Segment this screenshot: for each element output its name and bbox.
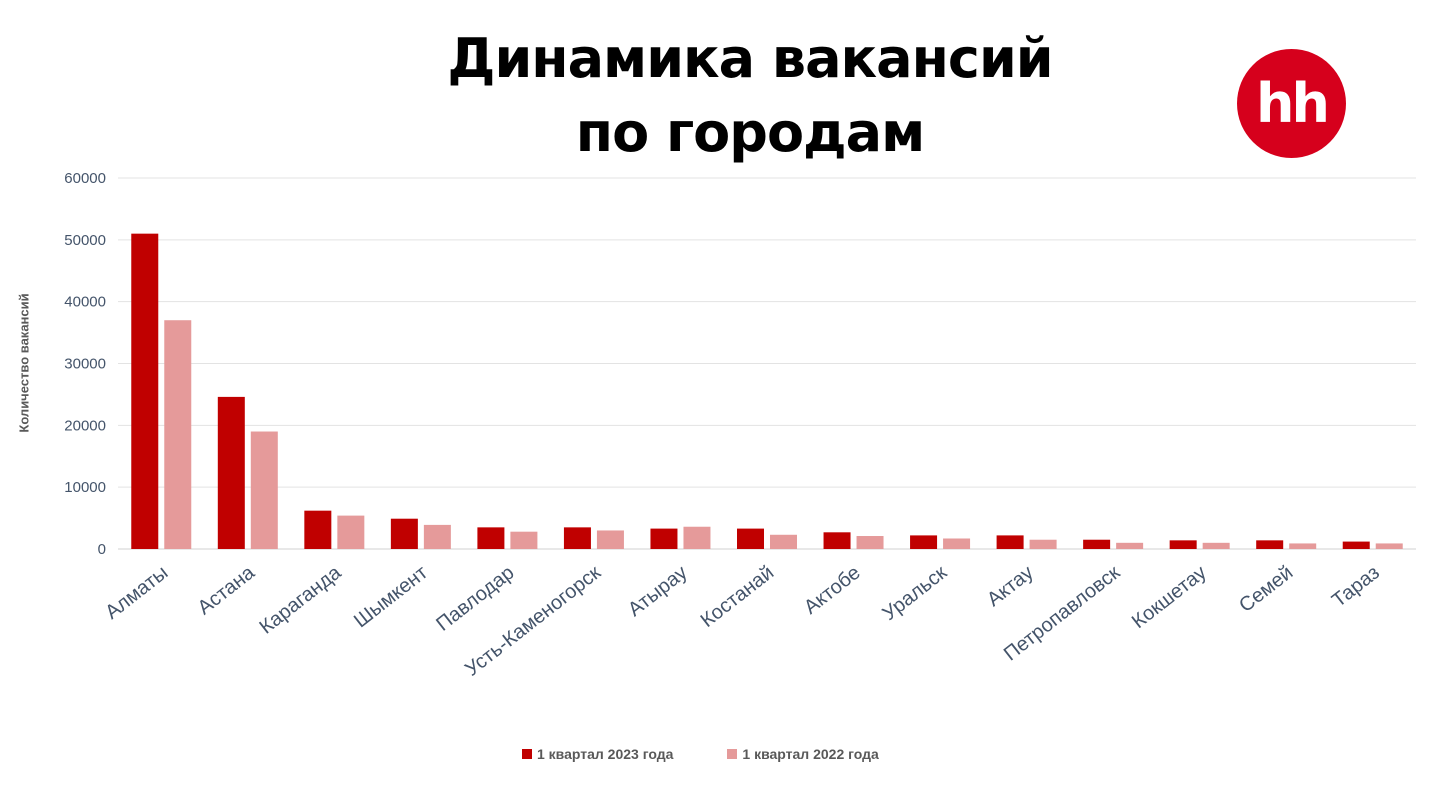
bar-2022 <box>943 538 971 549</box>
bar-2023 <box>1256 540 1284 549</box>
bar-2022 <box>1116 542 1144 549</box>
y-tick-label: 20000 <box>64 417 106 434</box>
bar-2023 <box>217 396 245 549</box>
x-tick-label: Кокшетау <box>1128 562 1211 633</box>
bar-2023 <box>910 535 938 549</box>
bar-2023 <box>996 535 1024 549</box>
x-tick-label: Костанай <box>697 562 778 632</box>
bar-2023 <box>563 527 591 549</box>
hh-logo: hh <box>1237 49 1346 158</box>
bar-2023 <box>737 528 764 549</box>
bar-2022 <box>337 515 365 549</box>
bar-2022 <box>250 431 278 549</box>
legend: 1 квартал 2023 года 1 квартал 2022 года <box>522 746 933 762</box>
bar-2022 <box>1289 543 1317 549</box>
legend-item-2022: 1 квартал 2022 года <box>727 746 879 762</box>
y-tick-label: 10000 <box>64 479 106 496</box>
bar-2022 <box>596 530 624 549</box>
x-tick-label: Актау <box>983 562 1038 611</box>
title-line-1: Динамика вакансий <box>447 27 1053 90</box>
chart-title: Динамика вакансий по городам <box>350 22 1150 170</box>
legend-label-2022: 1 квартал 2022 года <box>742 746 879 762</box>
legend-item-2023: 1 квартал 2023 года <box>522 746 673 762</box>
y-tick-label: 60000 <box>64 170 106 187</box>
bar-2022 <box>770 534 797 549</box>
bar-2023 <box>390 518 418 549</box>
x-tick-label: Павлодар <box>432 562 518 636</box>
x-tick-label: Уральск <box>879 561 952 625</box>
bar-2023 <box>131 233 159 549</box>
bar-2022 <box>164 320 192 549</box>
bar-2022 <box>1375 543 1403 549</box>
x-tick-label: Караганда <box>256 561 347 638</box>
bar-2022 <box>1029 539 1057 549</box>
bar-2022 <box>423 524 451 549</box>
bar-2022 <box>683 526 711 549</box>
bar-2023 <box>1169 540 1197 549</box>
legend-swatch-2022 <box>727 749 738 759</box>
title-line-2: по городам <box>575 101 925 164</box>
y-tick-label: 50000 <box>64 232 106 249</box>
y-tick-label: 30000 <box>64 356 106 373</box>
x-tick-label: Семей <box>1235 562 1297 617</box>
bar-2023 <box>650 528 678 549</box>
bar-2023 <box>304 510 332 549</box>
bar-2023 <box>823 532 851 549</box>
y-tick-label: 0 <box>98 541 106 558</box>
bar-2023 <box>1083 539 1111 549</box>
bar-2023 <box>1342 541 1370 549</box>
x-tick-label: Актобе <box>800 562 865 619</box>
x-tick-label: Астана <box>194 561 260 619</box>
bar-2022 <box>1202 542 1230 549</box>
x-tick-label: Шымкент <box>350 562 432 633</box>
y-tick-label: 40000 <box>64 294 106 311</box>
legend-label-2023: 1 квартал 2023 года <box>537 746 674 762</box>
x-tick-label: Атырау <box>624 562 691 621</box>
legend-swatch-2023 <box>522 749 532 759</box>
x-tick-label: Тараз <box>1328 562 1384 612</box>
bar-2022 <box>510 531 538 549</box>
bar-2022 <box>856 536 884 549</box>
bar-2023 <box>477 527 505 549</box>
x-tick-label: Алматы <box>101 562 172 624</box>
